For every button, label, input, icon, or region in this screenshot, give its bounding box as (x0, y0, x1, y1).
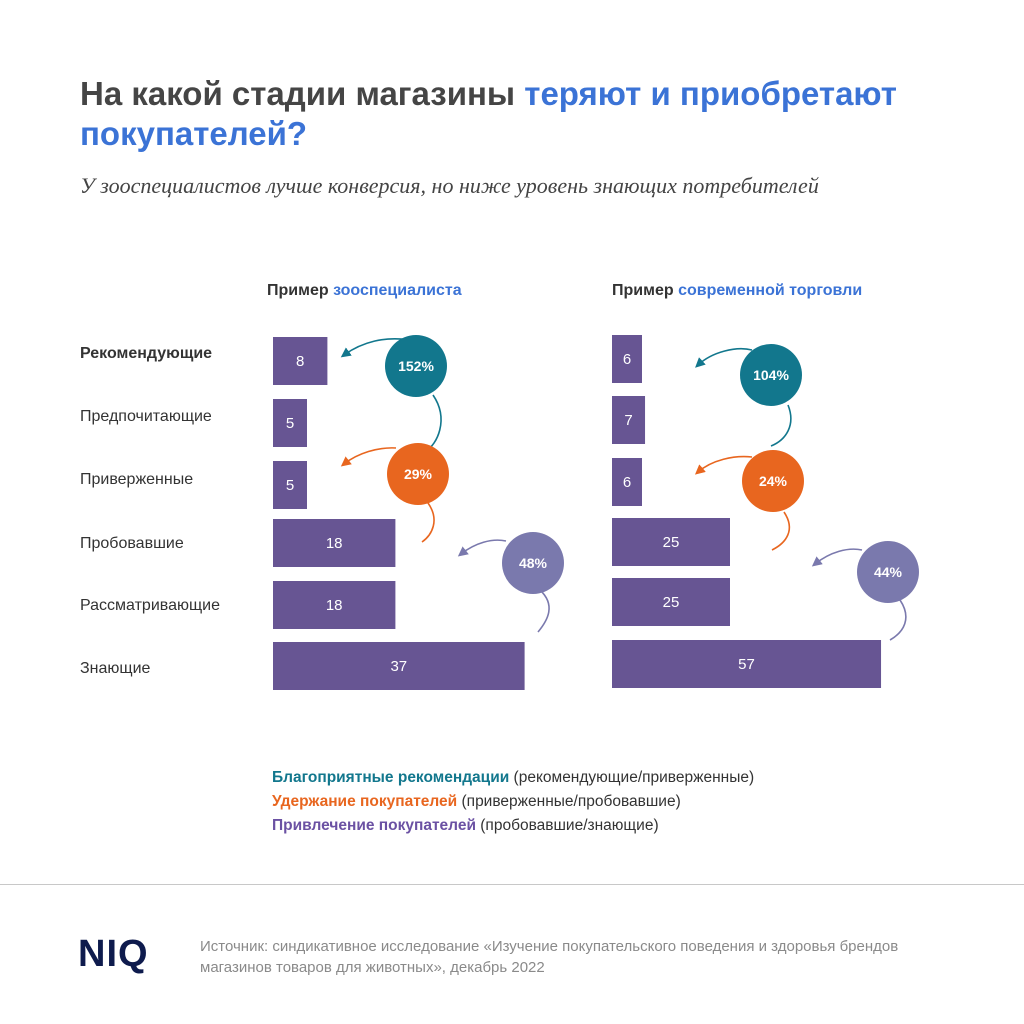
category-label-tried: Пробовавшие (80, 535, 184, 552)
legend-retention-note: (приверженные/пробовавшие) (457, 793, 681, 810)
left-bar-value-0: 8 (296, 353, 304, 370)
right-bars: 6 7 6 25 25 57 (612, 335, 882, 688)
left-conversion-circles: 152% 29% 48% (385, 335, 564, 594)
category-label-preferring: Предпочитающие (80, 408, 212, 425)
legend-acquisition-label: Привлечение покупателей (272, 817, 476, 834)
right-recommendation-label: 104% (753, 367, 789, 383)
source-note: Источник: синдикативное исследование «Из… (200, 938, 899, 976)
left-acquisition-circle (502, 532, 564, 594)
category-label-aware: Знающие (80, 660, 151, 677)
right-bar-3 (612, 518, 730, 566)
left-bar-value-1: 5 (286, 415, 294, 432)
left-recommendation-label: 152% (398, 358, 434, 374)
right-panel-title-prefix: Пример (612, 282, 679, 299)
legend-item-retention: Удержание покупателей (приверженные/проб… (272, 790, 754, 814)
legend-recommendation-label: Благоприятные рекомендации (272, 769, 510, 786)
legend-item-acquisition: Привлечение покупателей (пробовавшие/зна… (272, 814, 754, 838)
left-bar-value-2: 5 (286, 477, 294, 494)
left-recommendation-arrow (426, 394, 442, 451)
left-acquisition-arrow (537, 589, 550, 633)
right-conversion-arrows (694, 348, 907, 641)
legend: Благоприятные рекомендации (рекомендующи… (272, 766, 754, 838)
right-retention-arrow (771, 511, 790, 551)
right-bar-2 (612, 458, 642, 506)
right-bar-4 (612, 578, 730, 626)
page-title: На какой стадии магазины теряют и приобр… (80, 74, 980, 154)
right-retention-circle (742, 450, 804, 512)
left-recommendation-circle (385, 335, 447, 397)
right-bar-value-3: 25 (663, 534, 680, 551)
left-bar-value-3: 18 (326, 535, 343, 552)
legend-retention-label: Удержание покупателей (272, 793, 458, 810)
left-bar-1 (273, 399, 307, 447)
left-bar-4 (273, 581, 396, 629)
funnel-charts: 8 5 5 18 18 37 6 7 6 25 25 57 152% 29% 48% 104% 24… (273, 335, 919, 690)
category-label-loyal: Приверженные (80, 471, 194, 488)
right-bar-value-4: 25 (663, 594, 680, 611)
page-subtitle: У зооспециалистов лучше конверсия, но ни… (80, 173, 819, 198)
legend-item-recommendation: Благоприятные рекомендации (рекомендующи… (272, 766, 754, 790)
right-conversion-circles: 104% 24% 44% (740, 344, 919, 603)
right-recommendation-circle (740, 344, 802, 406)
title-highlight: теряют и приобретают покупателей? (80, 75, 897, 152)
left-bar-0 (273, 337, 328, 385)
left-bar-value-5: 37 (390, 658, 407, 675)
category-label-recommenders: Рекомендующие (80, 345, 213, 362)
right-bar-5 (612, 640, 882, 688)
right-bar-1 (612, 396, 646, 444)
right-bar-value-2: 6 (623, 474, 631, 491)
right-panel-title-highlight: современной торговли (678, 282, 863, 299)
right-bar-value-5: 57 (738, 656, 755, 673)
left-panel-title-highlight: зооспециалиста (333, 282, 462, 299)
right-retention-label: 24% (759, 473, 788, 489)
left-retention-label: 29% (404, 466, 433, 482)
legend-acquisition-note: (пробовавшие/знающие) (475, 817, 659, 834)
left-bar-5 (273, 642, 525, 690)
niq-logo: NIQ (78, 933, 149, 975)
left-acquisition-label: 48% (519, 555, 548, 571)
right-recommendation-arrow-head (695, 348, 753, 368)
legend-recommendation-note: (рекомендующие/приверженные) (509, 769, 755, 786)
right-acquisition-circle (857, 541, 919, 603)
left-bars: 8 5 5 18 18 37 (273, 337, 525, 690)
right-bar-value-0: 6 (623, 351, 631, 368)
right-retention-arrow-head (694, 455, 753, 475)
right-acquisition-arrow (889, 599, 907, 641)
left-bar-2 (273, 461, 307, 509)
right-bar-value-1: 7 (624, 412, 632, 429)
right-bar-0 (612, 335, 642, 383)
category-label-considering: Рассматривающие (80, 597, 220, 614)
left-panel-title: Пример зооспециалиста (267, 282, 462, 300)
right-recommendation-arrow (770, 404, 792, 447)
left-bar-3 (273, 519, 396, 567)
right-panel-title: Пример современной торговли (612, 282, 862, 300)
left-acquisition-arrow-head (457, 539, 507, 557)
left-retention-circle (387, 443, 449, 505)
footer-divider (0, 884, 1024, 885)
left-retention-arrow-head (340, 447, 397, 467)
right-acquisition-arrow-head (811, 548, 863, 567)
right-acquisition-label: 44% (874, 564, 903, 580)
title-main: На какой стадии магазины (80, 75, 525, 112)
left-bar-value-4: 18 (326, 597, 343, 614)
left-panel-title-prefix: Пример (267, 282, 334, 299)
left-retention-arrow (421, 502, 435, 543)
